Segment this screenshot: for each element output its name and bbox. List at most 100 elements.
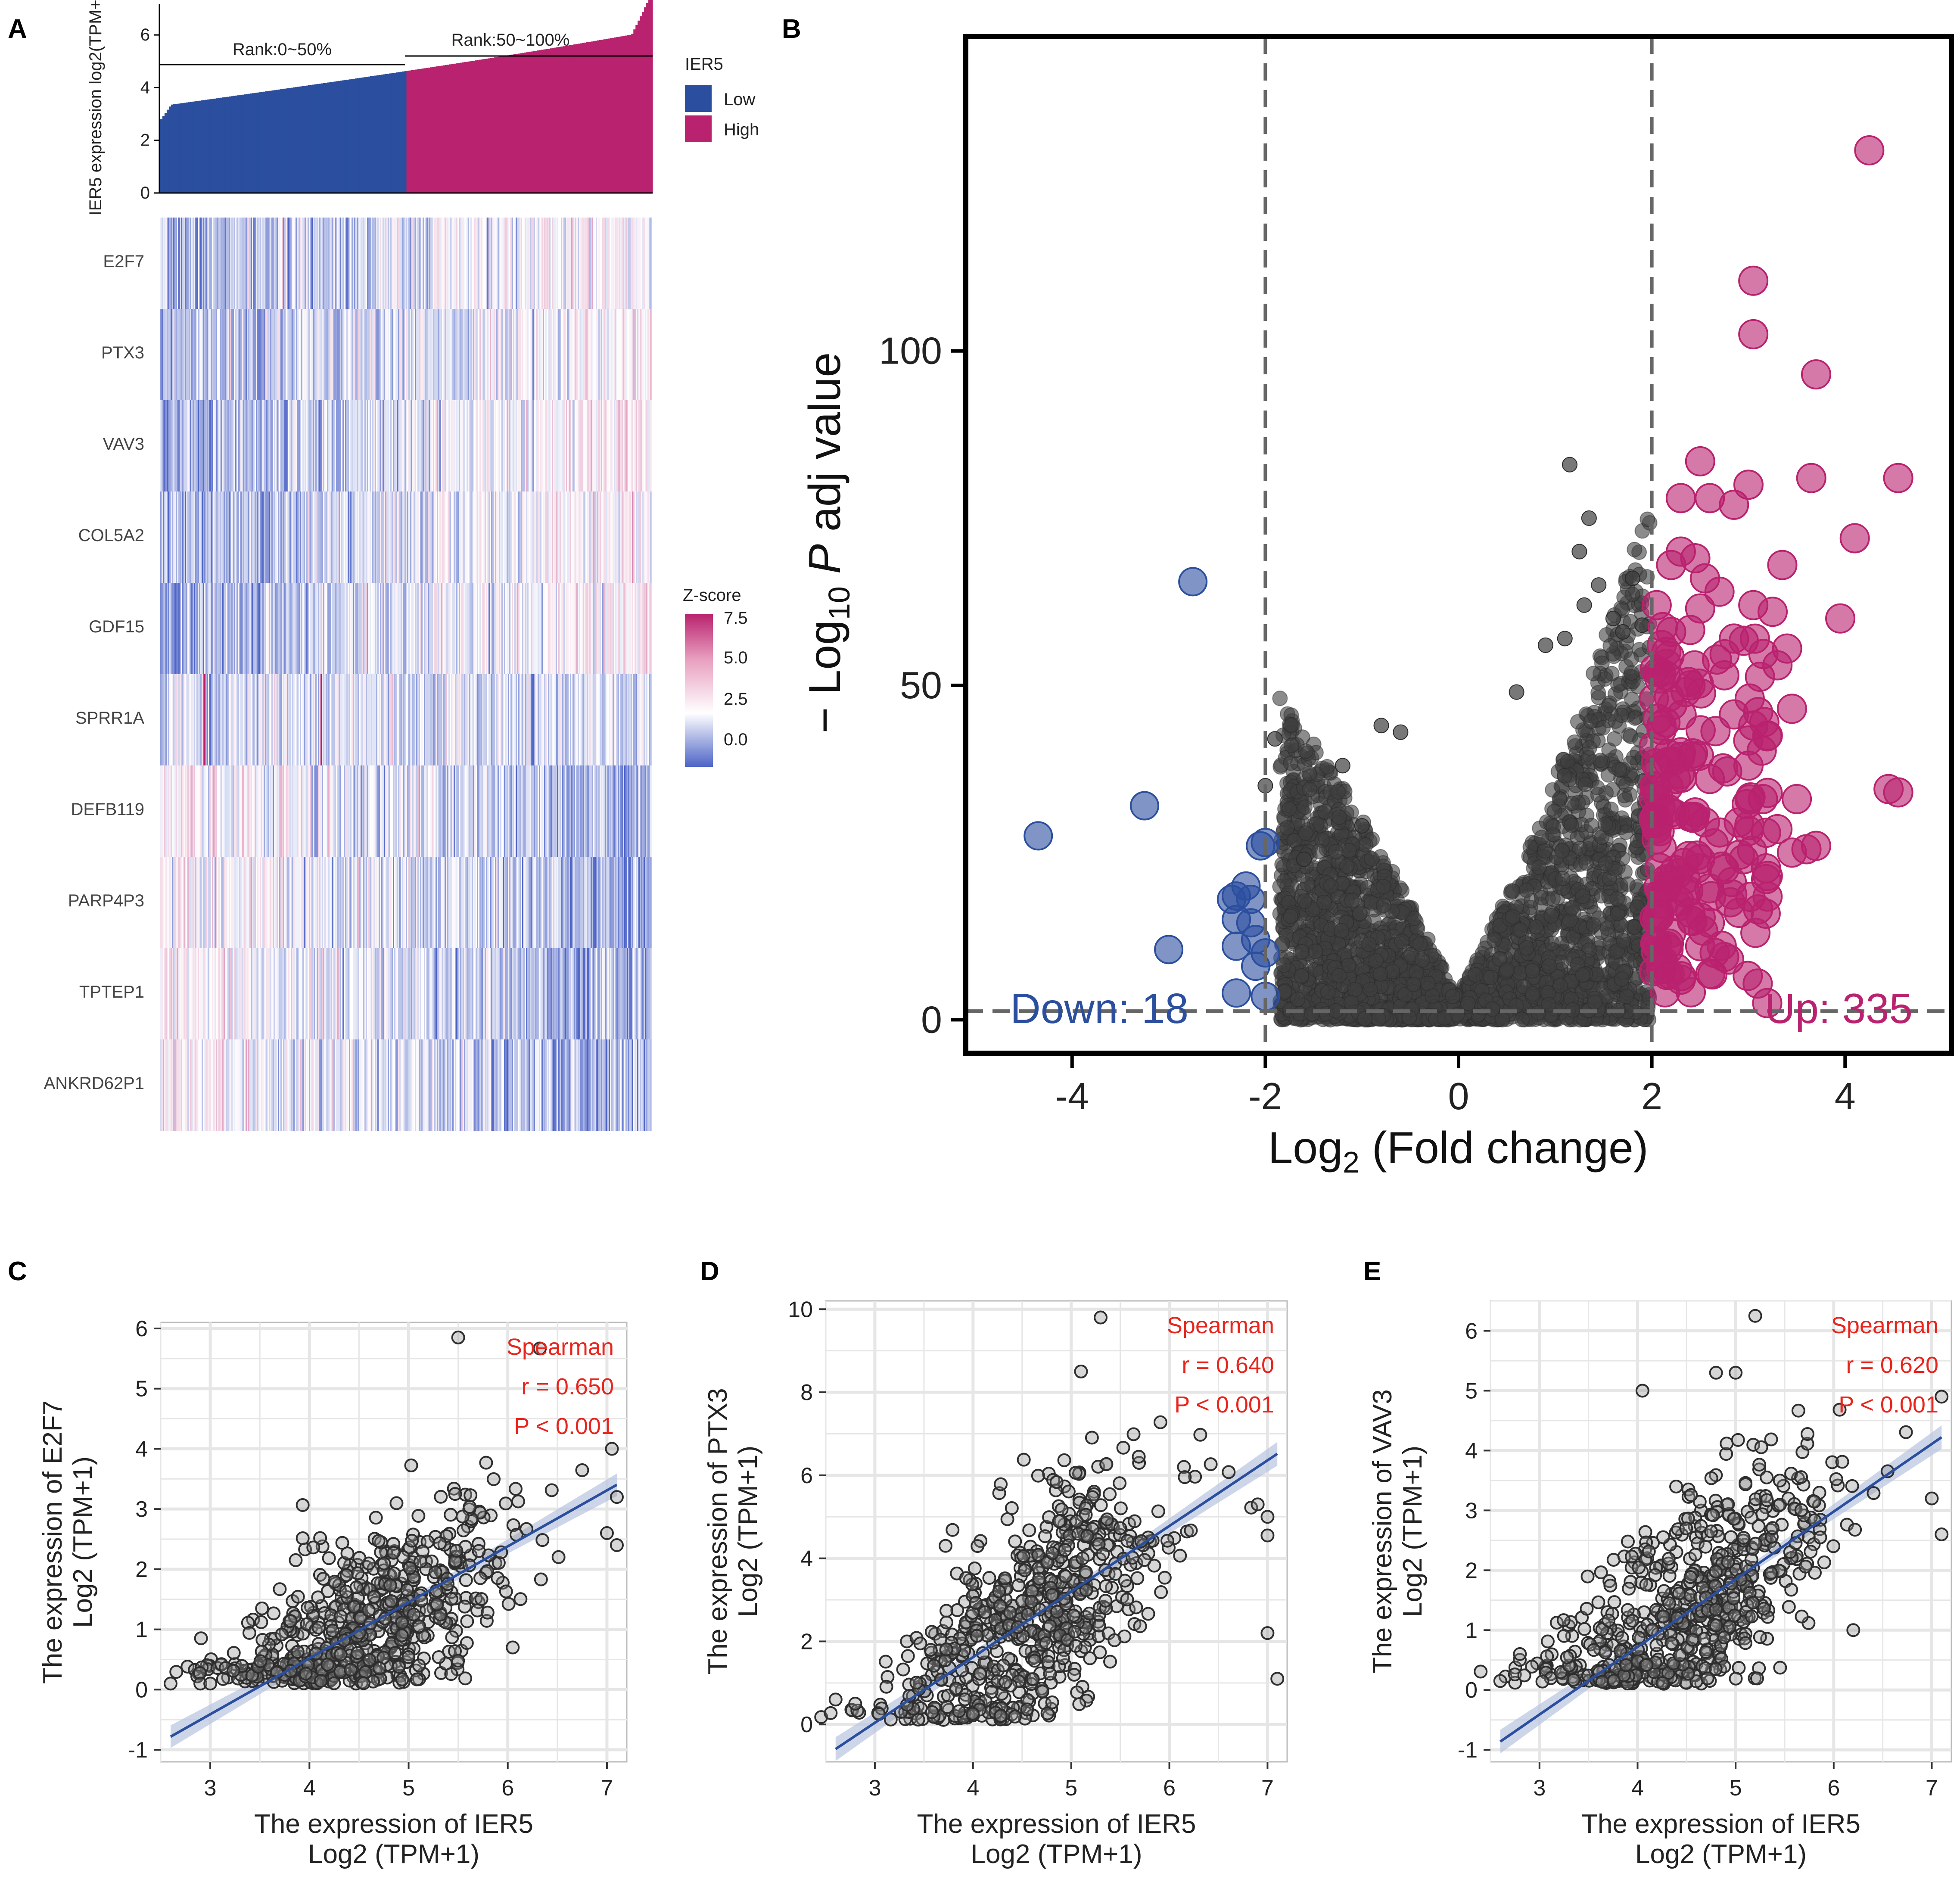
heatmap-cell <box>226 857 228 949</box>
heatmap-cell <box>181 1039 183 1131</box>
heatmap-cell <box>500 218 502 309</box>
heatmap-cell <box>385 765 387 857</box>
heatmap-cell <box>265 400 267 492</box>
heatmap-cell <box>461 674 463 766</box>
heatmap-cell <box>165 948 167 1040</box>
heatmap-cell <box>625 1039 627 1131</box>
heatmap-cell <box>390 583 392 675</box>
heatmap-cell <box>470 400 472 492</box>
heatmap-cell <box>582 491 583 583</box>
heatmap-cell <box>420 1039 422 1131</box>
heatmap-cell <box>505 309 507 401</box>
heatmap-cell <box>248 309 250 401</box>
heatmap-cell <box>402 857 404 949</box>
heatmap-cell <box>362 218 364 309</box>
heatmap-cell <box>438 400 440 492</box>
heatmap-cell <box>465 583 467 675</box>
heatmap-cell <box>331 765 333 857</box>
heatmap-cell <box>357 491 358 583</box>
heatmap-cell <box>344 1039 345 1131</box>
heatmap-cell <box>278 765 280 857</box>
heatmap-cell <box>436 400 437 492</box>
expression-bar <box>432 67 435 193</box>
heatmap-cell <box>238 583 240 675</box>
heatmap-cell <box>638 400 640 492</box>
heatmap-cell <box>604 857 605 949</box>
heatmap-cell <box>552 491 554 583</box>
heatmap-cell <box>385 948 387 1040</box>
heatmap-cell <box>607 583 609 675</box>
heatmap-cell <box>311 765 313 857</box>
heatmap-cell <box>174 765 176 857</box>
heatmap-cell <box>522 400 524 492</box>
heatmap-cell <box>339 674 340 766</box>
heatmap-cell <box>399 218 401 309</box>
heatmap-cell <box>354 948 356 1040</box>
heatmap-cell <box>472 218 473 309</box>
heatmap-cell <box>470 948 472 1040</box>
heatmap-cell <box>342 400 344 492</box>
heatmap-cell <box>611 765 613 857</box>
heatmap-cell <box>650 948 652 1040</box>
heatmap-cell <box>518 218 520 309</box>
heatmap-cell <box>529 765 530 857</box>
heatmap-cell <box>447 218 449 309</box>
heatmap-cell <box>327 400 329 492</box>
heatmap-cell <box>196 583 198 675</box>
heatmap-cell <box>640 309 641 401</box>
heatmap-cell <box>517 1039 519 1131</box>
heatmap-cell <box>333 400 335 492</box>
heatmap-cell <box>398 583 400 675</box>
heatmap-cell <box>366 674 367 766</box>
heatmap-cell <box>295 400 296 492</box>
heatmap-cell <box>526 857 528 949</box>
heatmap-cell <box>199 765 201 857</box>
heatmap-cell <box>222 857 224 949</box>
heatmap-cell <box>597 674 599 766</box>
heatmap-cell <box>436 765 437 857</box>
heatmap-cell <box>390 400 392 492</box>
heatmap-cell <box>507 765 508 857</box>
heatmap-cell <box>309 765 311 857</box>
heatmap-cell <box>504 1039 506 1131</box>
heatmap-cell <box>288 491 290 583</box>
heatmap-cell <box>266 400 268 492</box>
heatmap-cell <box>510 857 512 949</box>
heatmap-cell <box>403 583 405 675</box>
heatmap-cell <box>620 218 622 309</box>
heatmap-cell <box>370 400 371 492</box>
heatmap-cell <box>368 674 370 766</box>
heatmap-cell <box>509 857 511 949</box>
heatmap-cell <box>284 309 286 401</box>
heatmap-cell <box>331 400 333 492</box>
heatmap-cell <box>395 948 397 1040</box>
heatmap-cell <box>180 857 181 949</box>
heatmap-cell <box>574 400 576 492</box>
heatmap-cell <box>248 948 250 1040</box>
heatmap-cell <box>473 583 475 675</box>
heatmap-cell <box>352 218 353 309</box>
heatmap-cell <box>224 491 225 583</box>
heatmap-cell <box>477 765 479 857</box>
heatmap-cell <box>496 1039 498 1131</box>
heatmap-cell <box>647 583 649 675</box>
expression-bar <box>578 44 580 193</box>
heatmap-cell <box>284 857 286 949</box>
heatmap-cell <box>190 948 192 1040</box>
heatmap-cell <box>371 309 373 401</box>
heatmap-cell <box>344 218 345 309</box>
heatmap-cell <box>376 674 378 766</box>
expression-bar <box>267 91 270 193</box>
heatmap-cell <box>447 400 449 492</box>
heatmap-cell <box>386 765 388 857</box>
heatmap-cell <box>373 857 375 949</box>
heatmap-cell <box>348 309 349 401</box>
heatmap-cell <box>319 765 321 857</box>
heatmap-cell <box>305 218 307 309</box>
heatmap-cell <box>509 1039 511 1131</box>
heatmap-cell <box>410 765 411 857</box>
heatmap-cell <box>412 309 414 401</box>
heatmap-cell <box>637 765 639 857</box>
heatmap-cell <box>315 218 317 309</box>
